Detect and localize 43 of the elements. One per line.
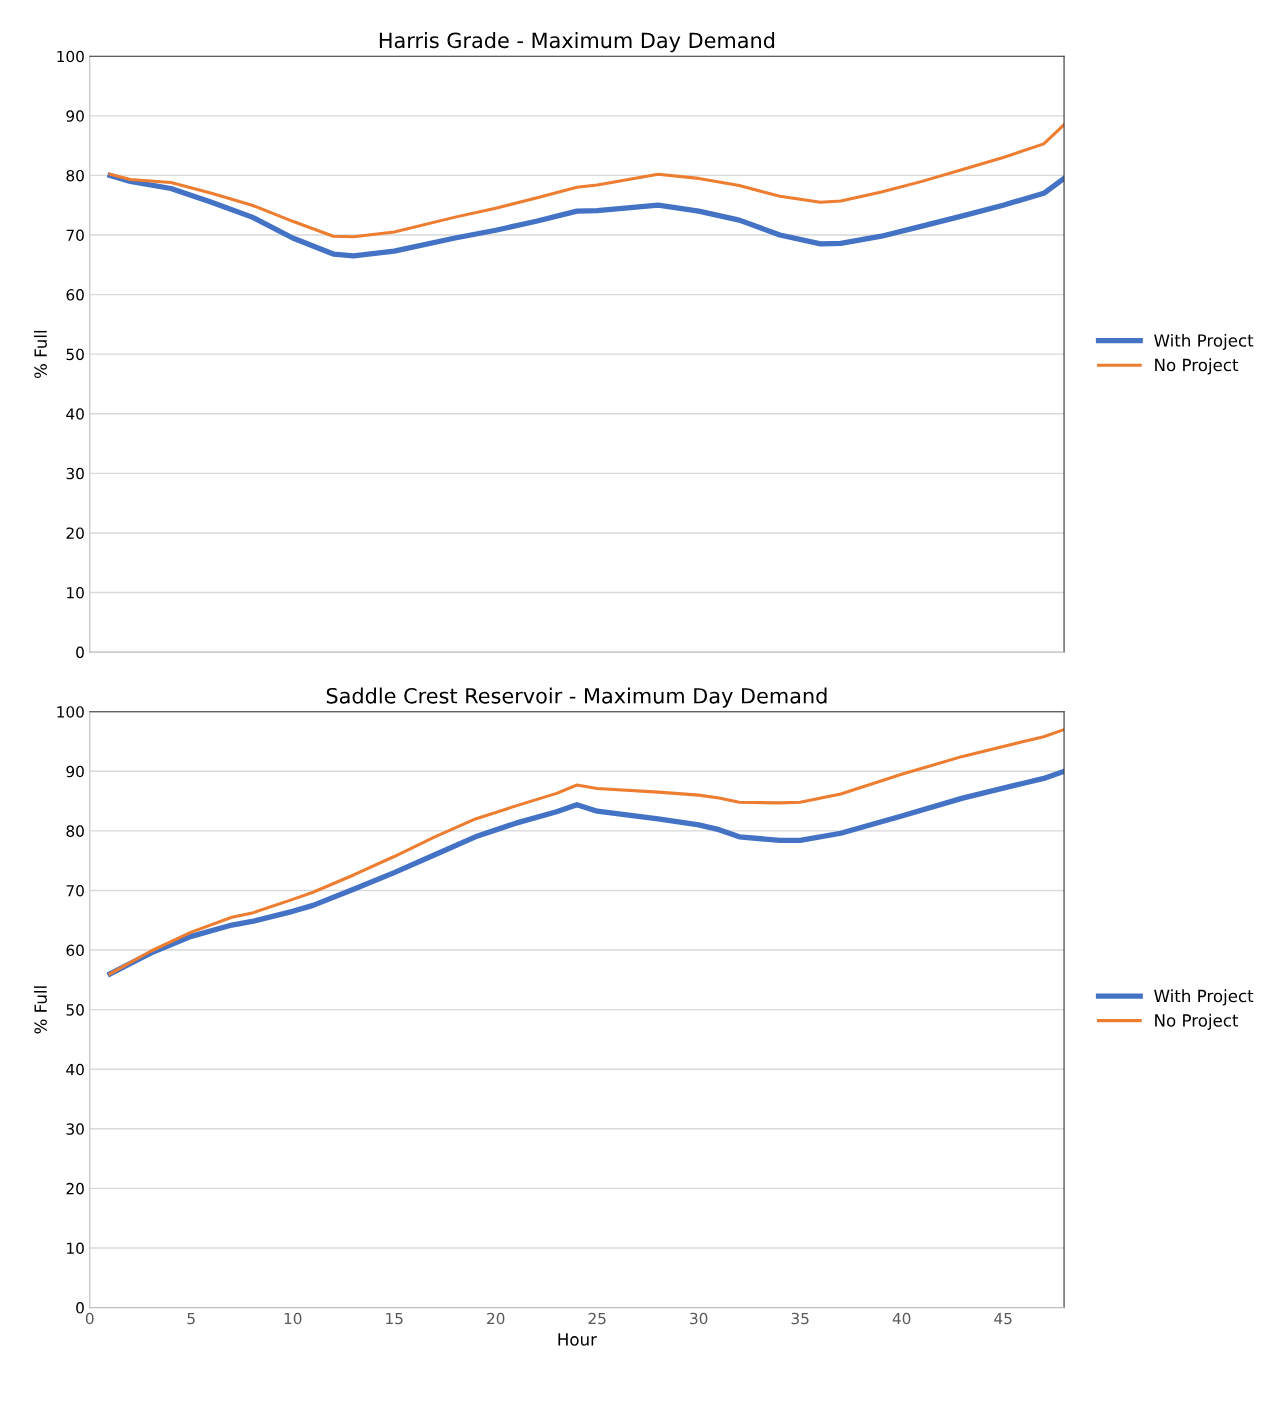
- y-axis-title: % Full: [34, 330, 47, 379]
- chart-title: Harris Grade - Maximum Day Demand: [379, 32, 775, 53]
- legend-label: With Project: [1154, 989, 1254, 1006]
- legend-label: With Project: [1154, 333, 1254, 351]
- legend-label: No Project: [1155, 358, 1239, 375]
- x-tick-label: 20: [487, 1312, 505, 1325]
- chart-title: Saddle Crest Reservoir - Maximum Day Demand: [326, 687, 827, 708]
- y-tick-label: 50: [66, 1004, 84, 1016]
- y-tick-label: 40: [66, 408, 84, 420]
- y-tick-label: 60: [66, 944, 84, 957]
- y-tick-label: 20: [66, 1182, 84, 1195]
- x-tick-label: 10: [284, 1312, 302, 1325]
- y-tick-label: 40: [66, 1063, 84, 1076]
- x-tick-label: 0: [85, 1312, 94, 1325]
- y-tick-label: 80: [66, 169, 84, 182]
- y-tick-label: 30: [66, 1123, 84, 1135]
- x-tick-label: 35: [791, 1312, 809, 1325]
- legend-label: No Project: [1155, 1013, 1239, 1030]
- y-tick-label: 90: [66, 110, 84, 122]
- y-tick-label: 0: [76, 646, 84, 659]
- x-axis-title: Hour: [558, 1333, 597, 1346]
- x-tick-label: 5: [187, 1312, 195, 1325]
- x-tick-label: 30: [690, 1312, 708, 1325]
- y-axis-title: % Full: [34, 986, 47, 1034]
- y-tick-label: 80: [66, 825, 84, 837]
- y-tick-label: 100: [57, 50, 84, 63]
- y-tick-label: 10: [67, 1242, 84, 1255]
- y-tick-label: 70: [66, 229, 84, 242]
- y-tick-label: 50: [66, 348, 84, 361]
- x-tick-label: 25: [588, 1312, 606, 1325]
- x-tick-label: 45: [994, 1312, 1012, 1325]
- x-tick-label: 15: [386, 1312, 403, 1325]
- line-series: [108, 123, 1065, 239]
- y-tick-label: 0: [76, 1302, 84, 1314]
- x-tick-label: 40: [892, 1312, 911, 1325]
- y-tick-label: 90: [66, 765, 84, 778]
- y-tick-label: 10: [67, 586, 84, 599]
- y-tick-label: 20: [66, 527, 84, 539]
- y-tick-label: 100: [57, 706, 84, 718]
- y-tick-label: 70: [66, 884, 84, 897]
- y-tick-label: 30: [66, 467, 84, 480]
- y-tick-label: 60: [66, 289, 84, 301]
- line-series: [108, 728, 1065, 976]
